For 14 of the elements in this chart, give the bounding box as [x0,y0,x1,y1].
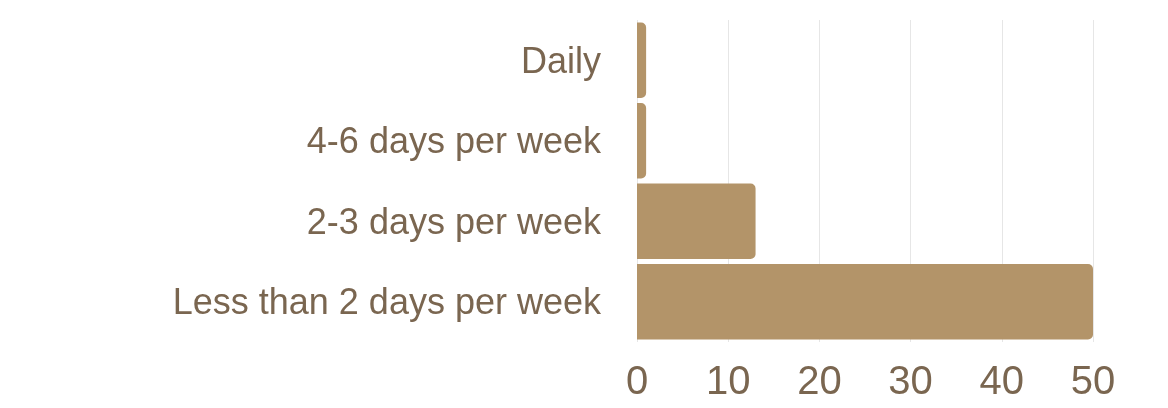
x-tick-label: 10 [705,358,751,402]
bar [637,183,756,260]
x-tick-label: 30 [888,358,933,402]
x-tick-label: 20 [797,358,842,402]
bar [637,102,647,179]
y-tick-label: Daily [520,39,601,81]
y-tick-label: 2-3 days per week [306,200,602,242]
x-tick-label: 0 [625,358,649,402]
bar [637,22,647,99]
x-tick-label: 50 [1070,358,1116,402]
x-tick-label: 40 [979,358,1025,402]
y-tick-label: Less than 2 days per week [172,281,602,323]
y-tick-label: 4-6 days per week [306,120,602,162]
bar [637,263,1093,340]
